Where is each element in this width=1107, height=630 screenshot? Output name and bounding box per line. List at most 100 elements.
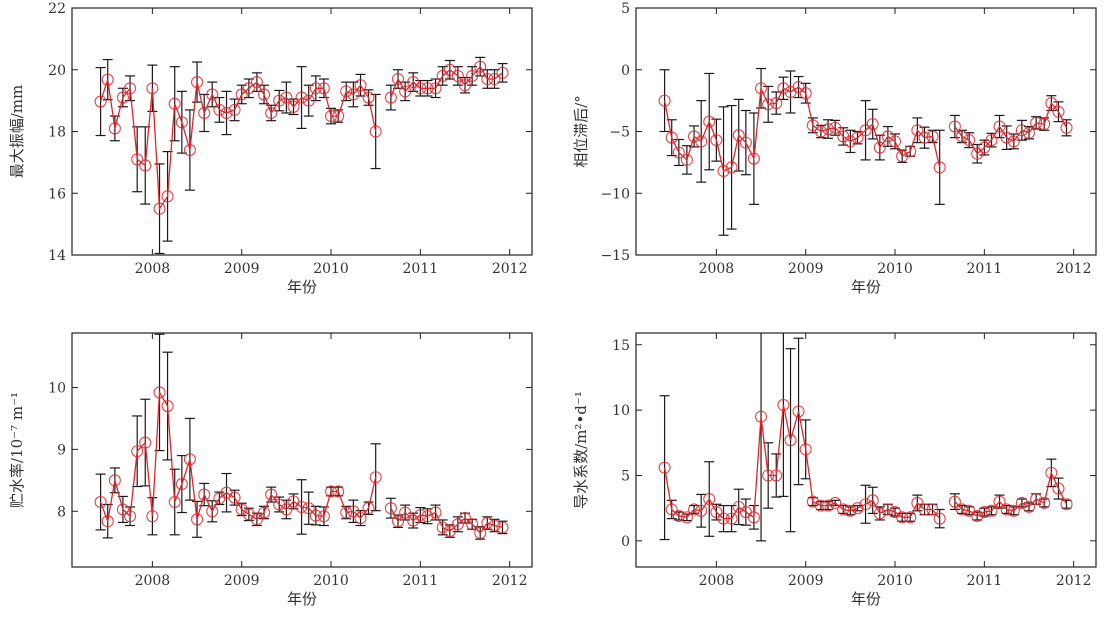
data-point: [1045, 97, 1058, 110]
data-point: [265, 488, 278, 501]
x-tick-label: 2010: [313, 573, 349, 589]
x-tick-label: 2012: [492, 573, 528, 589]
data-point: [124, 510, 137, 523]
data-point: [963, 134, 976, 147]
data-point: [443, 525, 456, 538]
data-point: [888, 135, 902, 148]
data-point: [978, 141, 991, 154]
data-point: [287, 495, 300, 508]
data-point: [993, 120, 1006, 133]
y-tick-label: 10: [612, 403, 630, 419]
data-point: [488, 72, 501, 86]
data-point: [347, 505, 360, 518]
data-point: [658, 461, 671, 474]
data-point: [384, 502, 397, 515]
data-point: [384, 91, 397, 104]
data-point: [1007, 135, 1020, 148]
data-point: [139, 436, 152, 449]
series-line: [663, 85, 941, 172]
data-point: [821, 499, 835, 512]
data-point: [340, 506, 353, 519]
y-tick-label: 16: [48, 186, 66, 202]
y-tick-label: 14: [48, 248, 66, 264]
error-bar: [385, 497, 396, 519]
data-point: [369, 471, 382, 484]
data-point: [414, 82, 427, 95]
data-point: [168, 495, 181, 509]
y-axis-label: 最大振幅/mm: [8, 85, 26, 179]
data-point: [257, 506, 271, 519]
data-point: [859, 124, 872, 137]
data-point: [116, 91, 129, 104]
data-point: [257, 88, 271, 101]
data-point: [458, 79, 472, 92]
data-point: [458, 512, 472, 525]
data-point: [94, 495, 107, 509]
data-point: [391, 72, 405, 86]
data-point: [1045, 466, 1058, 479]
data-point: [844, 504, 857, 517]
y-tick-label: −10: [600, 186, 630, 202]
data-point: [710, 134, 723, 147]
x-tick-label: 2010: [877, 573, 913, 589]
data-point: [108, 474, 121, 487]
data-point: [1000, 131, 1013, 144]
y-tick-label: 0: [621, 534, 630, 550]
data-point: [1007, 504, 1020, 517]
data-point: [317, 82, 330, 95]
data-point: [116, 503, 129, 516]
y-axis-label: 贮水率/10⁻⁷ m⁻¹: [8, 392, 26, 508]
data-point: [971, 509, 984, 523]
data-point: [295, 500, 308, 514]
data-point: [429, 506, 442, 519]
data-point: [814, 125, 827, 138]
data-point: [228, 103, 241, 116]
y-tick-label: 0: [621, 63, 630, 79]
error-bar: [934, 129, 945, 205]
data-point: [829, 496, 842, 509]
data-point: [717, 512, 730, 525]
data-point: [399, 506, 412, 519]
data-point: [295, 91, 308, 104]
data-point: [695, 504, 708, 517]
data-point: [280, 91, 293, 104]
y-axis-label: 导水系数/m²•d⁻¹: [572, 391, 590, 509]
data-point: [918, 131, 931, 144]
data-point: [421, 510, 434, 523]
data-point: [183, 143, 196, 157]
data-point: [725, 512, 738, 525]
data-point: [814, 499, 827, 512]
subplot-4: 2008 2009 2010 2011 2012 0 5 10 15 年份 导水系数/m²•d⁻¹: [572, 332, 1097, 608]
data-point: [1038, 496, 1051, 509]
plot-area: [658, 333, 1073, 542]
data-point: [175, 116, 188, 129]
data-point: [1052, 105, 1065, 118]
data-point: [101, 515, 114, 528]
data-point: [851, 502, 864, 515]
data-point: [451, 69, 464, 82]
data-point: [153, 202, 166, 215]
data-point: [672, 146, 685, 159]
y-tick-label: 15: [612, 338, 630, 354]
x-tick-label: 2010: [877, 261, 913, 277]
y-tick-label: 18: [48, 125, 66, 141]
x-tick-label: 2008: [135, 261, 171, 277]
data-point: [168, 97, 181, 110]
data-point: [754, 82, 768, 95]
data-point: [1015, 124, 1028, 137]
data-point: [762, 469, 775, 482]
data-point: [799, 443, 812, 456]
x-tick-label: 2011: [403, 261, 439, 277]
y-tick-label: 5: [621, 468, 630, 484]
data-point: [488, 519, 501, 532]
y-tick-label: 9: [57, 442, 66, 458]
data-point: [131, 153, 144, 166]
data-point: [904, 511, 917, 524]
data-point: [1060, 498, 1073, 511]
series-line: [954, 470, 1068, 517]
data-point: [146, 510, 159, 523]
data-point: [665, 131, 678, 144]
data-point: [866, 494, 879, 507]
data-point: [933, 161, 946, 174]
data-point: [309, 509, 322, 522]
